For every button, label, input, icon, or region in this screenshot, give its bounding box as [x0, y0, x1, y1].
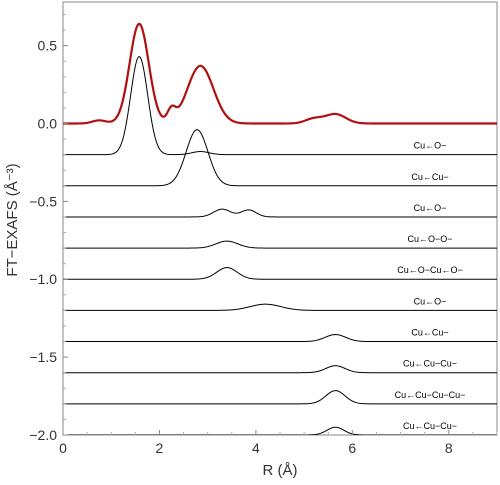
path-curve-3: [63, 208, 497, 218]
path-curve-6: [63, 303, 497, 311]
x-tick-label: 0: [59, 440, 67, 456]
path-curve-1: [63, 55, 497, 156]
experimental-curve: [63, 22, 497, 125]
x-tick-label: 4: [252, 440, 260, 456]
path-curve-7: [63, 334, 497, 343]
y-tick-label: 0.5: [38, 38, 58, 54]
y-axis-title: FT−EXAFS (Å⁻³): [4, 163, 21, 276]
y-tick-label: −0.5: [29, 193, 57, 209]
path-label-1: Cu←O−: [414, 141, 447, 151]
path-label-8: Cu←Cu−Cu−: [403, 359, 457, 369]
path-curve-9: [63, 390, 497, 405]
path-label-7: Cu←Cu−: [411, 328, 448, 338]
curves-layer: [63, 22, 497, 435]
x-axis-title: R (Å): [263, 462, 298, 479]
path-curve-8: [63, 365, 497, 374]
y-tick-label: 0.0: [38, 115, 58, 131]
x-tick-label: 8: [445, 440, 453, 456]
path-label-6: Cu←O−: [414, 296, 447, 306]
y-tick-label: −1.5: [29, 349, 57, 365]
path-label-10: Cu←Cu−Cu−: [403, 421, 457, 431]
path-curve-4: [63, 240, 497, 249]
path-label-3: Cu←O−: [414, 203, 447, 213]
path-labels-layer: Cu←O−Cu←Cu−Cu←O−Cu←O−O−Cu←O−Cu←O−Cu←O−Cu…: [395, 141, 466, 431]
x-tick-label: 2: [156, 440, 164, 456]
x-tick-label: 6: [348, 440, 356, 456]
ticks-layer: 0 2 4 6 8 0.5 0.0 −0.5 −1.0 −1.5 −2.0: [29, 13, 498, 456]
path-label-5: Cu←O−Cu←O−: [397, 265, 463, 275]
path-curve-2: [63, 129, 497, 187]
path-label-4: Cu←O−O−: [407, 234, 452, 244]
y-tick-label: −1.0: [29, 271, 57, 287]
path-label-9: Cu←Cu−Cu−Cu−: [395, 390, 466, 400]
path-curve-5: [63, 267, 497, 280]
y-tick-label: −2.0: [29, 427, 57, 443]
path-label-2: Cu←Cu−: [411, 172, 448, 182]
